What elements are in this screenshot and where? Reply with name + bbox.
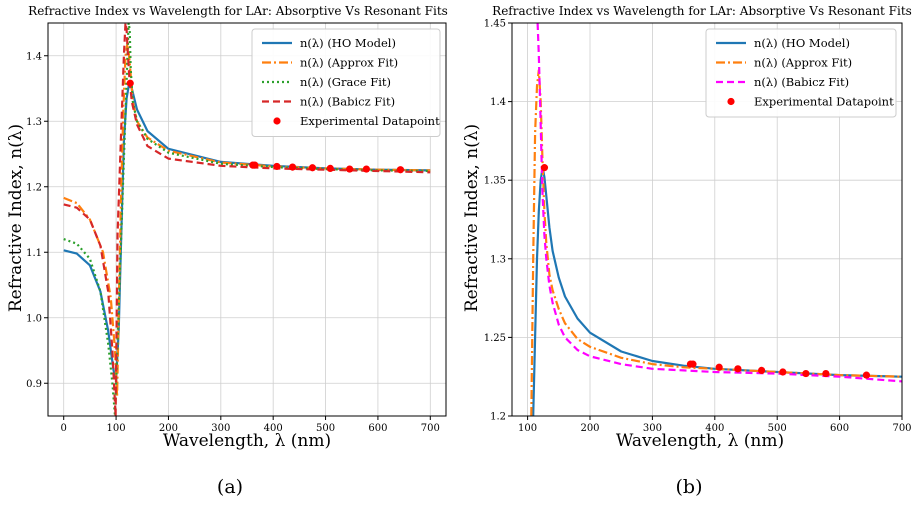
x-tick-label: 600 bbox=[368, 423, 387, 434]
y-tick-label: 0.9 bbox=[26, 379, 42, 390]
experimental-datapoint bbox=[308, 164, 317, 172]
series-line-1 bbox=[530, 69, 902, 416]
legend-entry: n(λ) (HO Model) bbox=[300, 36, 396, 50]
experimental-datapoint bbox=[251, 161, 259, 169]
y-tick-label: 1.25 bbox=[484, 333, 506, 344]
legend-entry: n(λ) (HO Model) bbox=[754, 36, 850, 50]
experimental-datapoint bbox=[822, 369, 830, 378]
legend-entry: Experimental Datapoint bbox=[300, 114, 440, 128]
x-tick-label: 700 bbox=[892, 423, 911, 434]
chart-b-panel-label: (b) bbox=[676, 476, 703, 498]
experimental-datapoint bbox=[346, 165, 354, 173]
y-tick-label: 1.3 bbox=[490, 254, 506, 265]
x-tick-label: 600 bbox=[830, 423, 849, 434]
legend-swatch-datapoint bbox=[727, 97, 735, 106]
x-tick-label: 500 bbox=[316, 423, 335, 434]
experimental-datapoint bbox=[802, 369, 810, 378]
experimental-datapoint bbox=[396, 166, 405, 174]
x-tick-label: 300 bbox=[643, 423, 662, 434]
x-tick-label: 400 bbox=[705, 423, 724, 434]
experimental-datapoint bbox=[734, 365, 742, 373]
legend-entry: n(λ) (Babicz Fit) bbox=[754, 75, 849, 89]
chart-a-legend: n(λ) (HO Model) n(λ) (Approx Fit) n(λ) (Gr… bbox=[251, 28, 441, 137]
x-tick-label: 0 bbox=[61, 423, 67, 434]
chart-a-panel-label: (a) bbox=[217, 476, 243, 498]
legend-frame bbox=[251, 28, 441, 137]
experimental-datapoint bbox=[540, 164, 549, 172]
experimental-datapoint bbox=[273, 162, 281, 171]
experimental-datapoint bbox=[126, 79, 134, 87]
x-tick-label: 100 bbox=[107, 423, 126, 434]
y-tick-label: 1.4 bbox=[26, 51, 42, 62]
legend-entry: n(λ) (Approx Fit) bbox=[300, 56, 398, 70]
experimental-datapoint bbox=[362, 165, 370, 173]
y-tick-label: 1.45 bbox=[484, 19, 506, 30]
chart-b-xlabel: Wavelength, λ (nm) bbox=[616, 431, 784, 451]
chart-b: Refractive Index vs Wavelength for LAr: … bbox=[462, 4, 912, 498]
experimental-datapoint bbox=[326, 164, 334, 173]
chart-b-ylabel: Refractive Index, n(λ) bbox=[462, 124, 482, 312]
y-tick-label: 1.1 bbox=[26, 248, 42, 259]
x-tick-label: 100 bbox=[518, 423, 537, 434]
y-tick-label: 1.4 bbox=[490, 97, 506, 108]
legend-entry: n(λ) (Babicz Fit) bbox=[300, 95, 395, 109]
experimental-datapoint bbox=[779, 368, 787, 376]
series-line-2 bbox=[536, 23, 902, 383]
legend-entry: n(λ) (Approx Fit) bbox=[754, 56, 852, 70]
x-tick-label: 400 bbox=[264, 423, 283, 434]
legend-entry: n(λ) (Grace Fit) bbox=[300, 75, 391, 89]
y-tick-label: 1.2 bbox=[26, 182, 42, 193]
legend-swatch-datapoint bbox=[273, 117, 281, 125]
experimental-datapoint bbox=[689, 360, 697, 368]
x-tick-label: 300 bbox=[211, 423, 230, 434]
chart-a: Refractive Index vs Wavelength for LAr: … bbox=[6, 4, 448, 498]
chart-a-title: Refractive Index vs Wavelength for LAr: … bbox=[28, 4, 448, 18]
legend-entry: Experimental Datapoint bbox=[754, 95, 894, 109]
x-tick-label: 700 bbox=[421, 423, 440, 434]
chart-a-xlabel: Wavelength, λ (nm) bbox=[163, 431, 331, 451]
chart-b-legend: n(λ) (HO Model) n(λ) (Approx Fit) n(λ) (Ba… bbox=[705, 28, 897, 118]
series-line-0 bbox=[532, 166, 902, 416]
y-tick-label: 1.0 bbox=[26, 313, 42, 324]
chart-a-ylabel: Refractive Index, n(λ) bbox=[6, 124, 26, 312]
x-tick-label: 500 bbox=[768, 423, 787, 434]
y-tick-label: 1.3 bbox=[26, 117, 42, 128]
legend-frame bbox=[705, 28, 897, 118]
experimental-datapoint bbox=[758, 366, 766, 375]
experimental-datapoint bbox=[715, 363, 723, 371]
x-tick-label: 200 bbox=[159, 423, 178, 434]
experimental-datapoint bbox=[288, 163, 297, 171]
chart-b-title: Refractive Index vs Wavelength for LAr: … bbox=[492, 4, 912, 18]
x-tick-label: 200 bbox=[580, 423, 599, 434]
experimental-datapoint bbox=[862, 371, 871, 379]
series-line-3 bbox=[63, 23, 431, 416]
y-tick-label: 1.35 bbox=[484, 176, 506, 187]
y-tick-label: 1.2 bbox=[490, 412, 506, 423]
